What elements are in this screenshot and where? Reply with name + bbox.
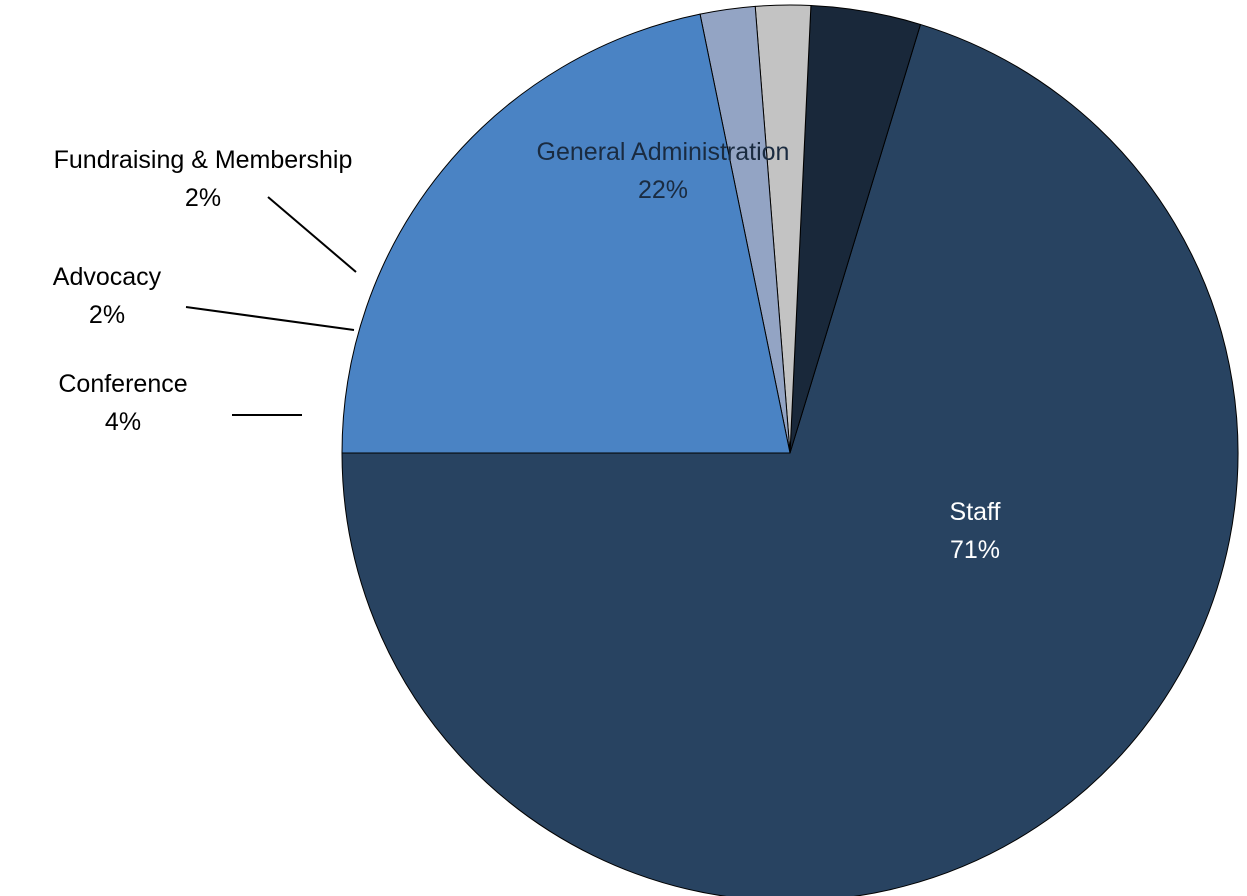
label-staff: Staff 71% <box>950 498 1001 564</box>
slice-general-administration <box>341 13 791 454</box>
pie-slices <box>341 4 1239 896</box>
leader-line-fundraising-and-membership <box>267 196 357 273</box>
label-name-advocacy: Advocacy <box>53 263 162 291</box>
label-name-general-administration: General Administration <box>537 138 790 166</box>
label-value-general-administration: 22% <box>638 176 688 204</box>
label-conference: Conference 4% <box>58 370 187 436</box>
leader-lines <box>185 196 357 416</box>
label-value-fundraising-and-membership: 2% <box>185 184 221 212</box>
label-name-fundraising-and-membership: Fundraising & Membership <box>54 146 353 174</box>
label-name-staff: Staff <box>950 498 1001 526</box>
label-value-staff: 71% <box>950 536 1000 564</box>
label-fundraising-and-membership: Fundraising & Membership 2% <box>54 146 353 212</box>
slice-staff <box>341 23 1239 896</box>
label-value-advocacy: 2% <box>89 301 125 329</box>
label-name-conference: Conference <box>58 370 187 398</box>
label-advocacy: Advocacy 2% <box>53 263 162 329</box>
label-general-administration: General Administration 22% <box>537 138 790 204</box>
label-value-conference: 4% <box>105 408 141 436</box>
slice-labels: Staff 71%Conference 4%Advocacy 2%Fundraisin… <box>53 138 1001 564</box>
leader-line-advocacy <box>185 306 355 331</box>
